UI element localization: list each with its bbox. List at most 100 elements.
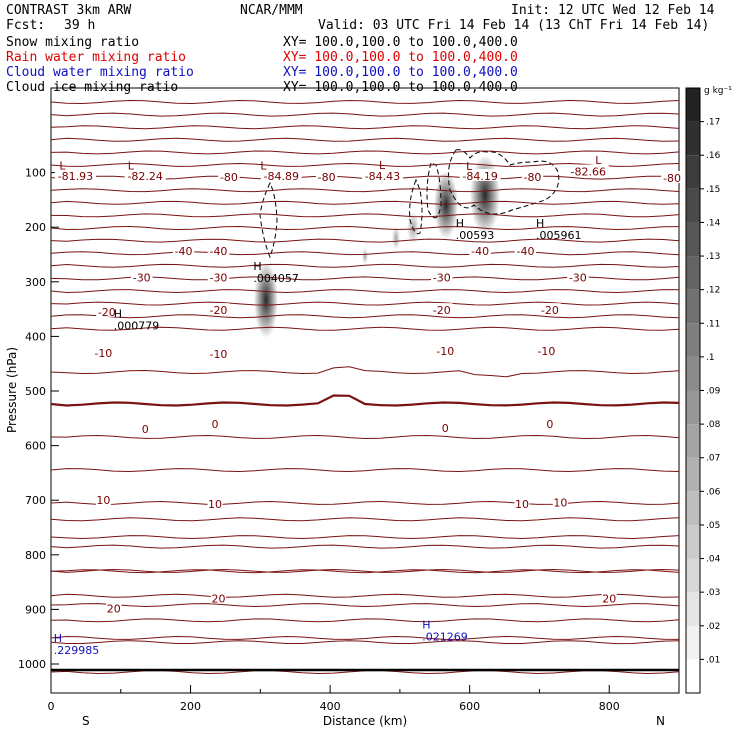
contour-label-bg — [459, 168, 501, 181]
isotherm-contour — [51, 112, 679, 117]
contour-label-bg — [140, 422, 150, 435]
contour-label: -20 — [433, 304, 451, 317]
contour-label: -10 — [94, 347, 112, 360]
contour-label-bg — [469, 244, 491, 257]
y-tick-label: 600 — [25, 440, 46, 453]
colorbar-segment — [686, 88, 700, 122]
isotherm-contour — [51, 468, 679, 473]
colorbar-segment — [686, 457, 700, 492]
colorbar-tick-label: .1 — [706, 353, 715, 363]
contour-label: 20 — [211, 592, 225, 605]
isotherm-contour — [51, 137, 679, 142]
contour-label: -81.93 — [58, 170, 93, 183]
isotherm-contour — [51, 593, 679, 598]
isotherm-contour — [51, 99, 679, 105]
contour-labels: -81.93 -82.24 -80 -84.89 -80 -84.43 -84.19 -80 -… — [54, 164, 683, 615]
extremum-value: .000779 — [114, 319, 160, 332]
colorbar-tick-label: .15 — [706, 185, 720, 195]
contour-label-bg — [218, 169, 240, 182]
contour-label: 0 — [546, 418, 553, 431]
contour-label: -10 — [537, 345, 555, 358]
colorbar-segment — [686, 256, 700, 290]
contour-label-bg — [172, 244, 195, 257]
y-tick-label: 400 — [25, 330, 46, 343]
valid-time: Valid: 03 UTC Fri 14 Feb 14 (13 ChT Fri … — [318, 18, 709, 33]
field-snow-name: Snow mixing ratio — [6, 35, 139, 50]
contour-label: -10 — [436, 345, 454, 358]
colorbar-tick-label: .06 — [706, 487, 721, 497]
extremum-value: .004057 — [253, 272, 299, 285]
contour-label: -84.19 — [462, 170, 497, 183]
contour-label: 20 — [602, 592, 616, 605]
low-marker: L — [466, 160, 473, 173]
contour-label: -40 — [175, 245, 193, 258]
contour-label-bg — [207, 497, 223, 510]
y-tick-label: 800 — [25, 549, 46, 562]
high-marker: H — [536, 217, 544, 230]
colorbar-segment — [686, 524, 700, 559]
colorbar-tick-label: .03 — [706, 588, 720, 598]
field-cloudwater-xy: XY= 100.0,100.0 to 100.0,400.0 — [283, 65, 518, 80]
contour-label-bg — [539, 303, 561, 316]
x-tick-label: 800 — [599, 700, 620, 713]
colorbar-tick-label: .04 — [706, 555, 721, 565]
contour-label: -20 — [98, 306, 116, 319]
contour-label-bg — [361, 168, 403, 181]
field-cloudwater-name: Cloud water mixing ratio — [6, 65, 194, 80]
contour-label: -82.66 — [571, 166, 606, 179]
x-tick-label: 0 — [48, 700, 55, 713]
colorbar-segment — [686, 558, 700, 593]
colorbar-segment — [686, 659, 700, 693]
isotherm-contour — [51, 603, 679, 608]
contour-label-bg — [207, 346, 230, 359]
colorbar-tick-label: .05 — [706, 521, 720, 531]
x-axis: 0 200 400 600 800 — [48, 685, 620, 713]
low-marker: L — [260, 159, 267, 172]
contour-label: -40 — [471, 245, 489, 258]
contour-label: -40 — [209, 245, 227, 258]
contour-label-bg — [92, 345, 115, 358]
contour-label: 10 — [96, 494, 110, 507]
x-tick-label: 400 — [320, 700, 341, 713]
isotherm-contour — [51, 568, 679, 573]
contour-label-bg — [106, 601, 122, 614]
low-marker: L — [379, 159, 386, 172]
contour-label: -30 — [133, 271, 151, 284]
isotherm-contour — [51, 200, 679, 205]
isotherm-contour — [51, 263, 679, 268]
y-tick-label: 300 — [25, 276, 46, 289]
colorbar-segment — [686, 188, 700, 223]
contour-label: -40 — [517, 245, 535, 258]
colorbar: .01 .02 .03 .04 .05 .06 .07 .08 .09 .1 .11 .12 .13 .1… — [685, 86, 732, 694]
contour-label-bg — [440, 421, 450, 434]
contour-label-bg — [315, 169, 338, 182]
contour-label: -84.89 — [264, 170, 299, 183]
isotherm-contour — [51, 434, 679, 440]
colorbar-tick-label: .13 — [706, 252, 720, 262]
low-marker: L — [128, 159, 135, 172]
contour-label-bg — [567, 164, 609, 177]
program-title: CONTRAST 3km ARW — [6, 3, 131, 18]
contour-label-bg — [545, 416, 555, 429]
contour-label: -80 — [663, 172, 681, 185]
forecast-hours: 39 h — [64, 18, 95, 33]
forecast-label: Fcst: — [6, 18, 45, 33]
colorbar-tick-label: .09 — [706, 387, 721, 397]
extremum-value: .021269 — [422, 631, 468, 644]
colorbar-segment — [686, 323, 700, 357]
contour-label-bg — [96, 304, 118, 317]
cloud-ice-contours — [259, 149, 560, 259]
init-time: Init: 12 UTC Wed 12 Feb 14 — [511, 3, 715, 18]
contour-label: 0 — [211, 418, 218, 431]
contour-label: -30 — [569, 271, 587, 284]
contour-label-bg — [601, 591, 617, 604]
colorbar-segment — [686, 121, 700, 156]
colorbar-unit: g kg⁻¹ — [704, 86, 732, 96]
isotherm-contour — [51, 314, 679, 319]
colorbar-tick-label: .07 — [706, 454, 720, 464]
contour-label: 10 — [208, 498, 222, 511]
contour-label: 0 — [142, 423, 149, 436]
contour-label: -80 — [523, 171, 541, 184]
colorbar-segment — [686, 390, 700, 425]
isotherm-contour — [51, 618, 679, 623]
